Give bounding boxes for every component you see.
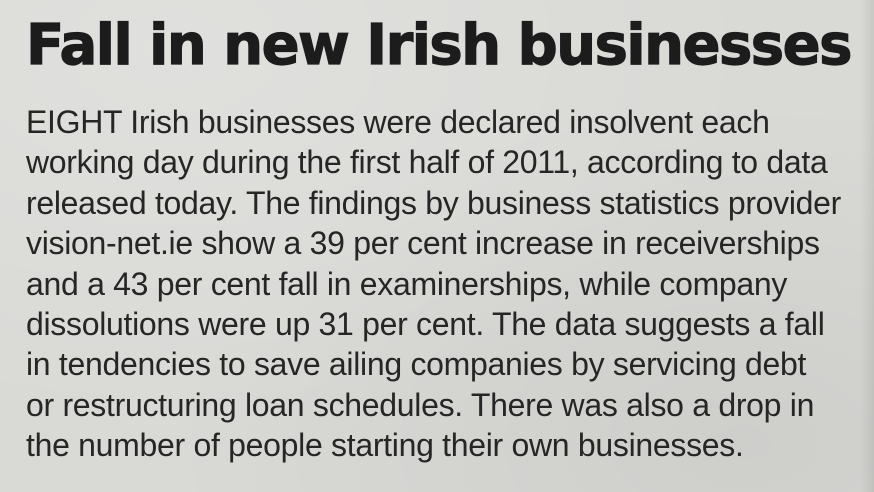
article-body: EIGHT Irish businesses were declared ins… <box>26 102 861 466</box>
article-line: working day during the first half of 201… <box>26 144 828 181</box>
article-line: dissolutions were up 31 per cent. The da… <box>26 306 825 343</box>
headline: Fall in new Irish businesses <box>25 12 853 78</box>
article-line: the number of people starting their own … <box>26 427 744 464</box>
paper-edge-shadow <box>860 0 874 492</box>
article-line: in tendencies to save ailing companies b… <box>26 346 807 383</box>
article-line: or restructuring loan schedules. There w… <box>26 386 815 423</box>
article-line: and a 43 per cent fall in examinerships,… <box>26 265 788 302</box>
article-line: released today. The findings by business… <box>26 184 842 221</box>
article-line: vision-net.ie show a 39 per cent increas… <box>26 225 820 262</box>
article-line: EIGHT Irish businesses were declared ins… <box>26 104 770 140</box>
